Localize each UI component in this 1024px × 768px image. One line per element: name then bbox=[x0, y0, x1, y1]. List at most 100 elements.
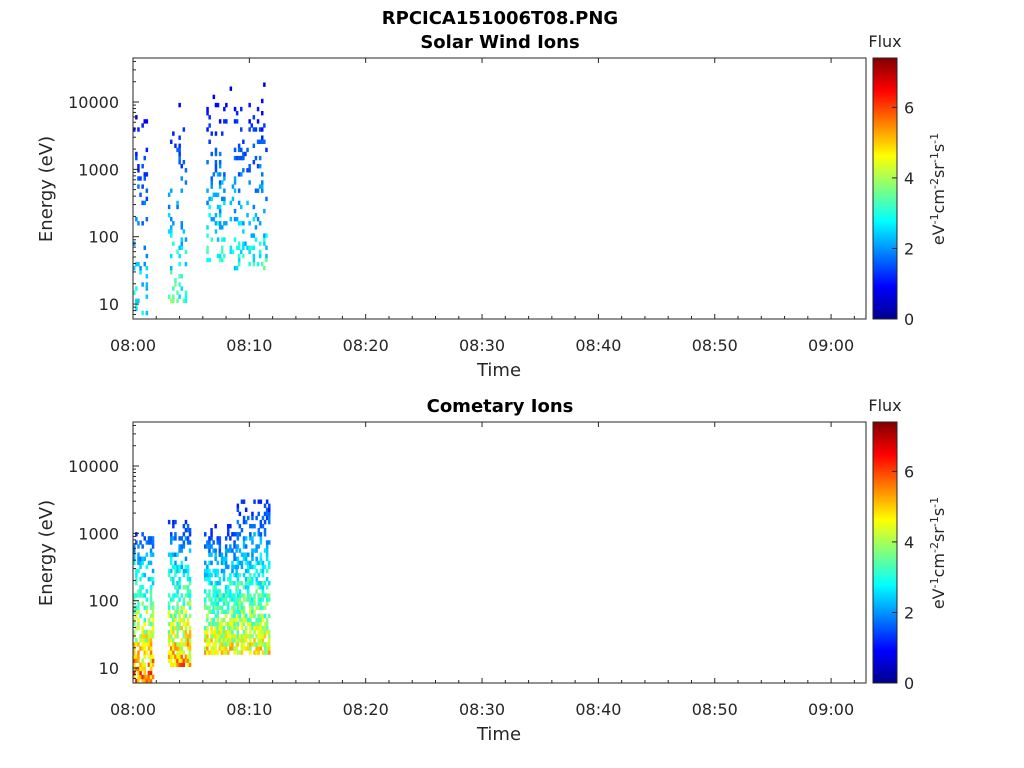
spectrogram-cell bbox=[137, 642, 140, 647]
spectrogram-cell bbox=[240, 605, 244, 610]
spectrogram-cell bbox=[237, 147, 241, 153]
spectrogram-cell bbox=[216, 102, 220, 108]
spectrogram-cell bbox=[254, 155, 258, 161]
colorbar-gradient bbox=[872, 421, 898, 684]
spectrogram-cell bbox=[210, 609, 213, 614]
spectrogram-cell bbox=[221, 237, 224, 242]
spectrogram-cell bbox=[167, 519, 171, 525]
spectrogram-cell bbox=[147, 646, 151, 651]
spectrogram-cell bbox=[147, 670, 151, 676]
spectrogram-cell bbox=[250, 233, 253, 238]
spectrogram-cell bbox=[216, 192, 220, 197]
spectrogram-cell bbox=[137, 184, 140, 189]
spectrogram-cell bbox=[263, 208, 266, 214]
spectrogram-cell bbox=[233, 532, 236, 537]
spectrogram-cell bbox=[221, 225, 224, 230]
spectrogram-cell bbox=[141, 544, 144, 549]
spectrogram-cell bbox=[220, 552, 224, 557]
spectrogram-cell bbox=[240, 528, 244, 533]
spectrogram-cell bbox=[147, 540, 151, 545]
spectrogram-cell bbox=[261, 127, 264, 132]
spectrogram-cell bbox=[236, 605, 240, 610]
spectrogram-cell bbox=[268, 581, 271, 586]
spectrogram-cell bbox=[151, 662, 155, 667]
spectrogram-cell bbox=[184, 519, 188, 525]
spectrogram-cell bbox=[220, 638, 224, 643]
spectrogram-cell bbox=[167, 630, 171, 635]
spectrogram-cell bbox=[176, 658, 179, 663]
spectrogram-cell bbox=[141, 184, 144, 189]
spectrogram-cell bbox=[238, 548, 242, 553]
spectrogram-cell bbox=[212, 630, 215, 635]
spectrogram-cell bbox=[172, 298, 175, 303]
spectrogram-cell bbox=[249, 597, 252, 602]
spectrogram-cell bbox=[137, 568, 140, 574]
spectrogram-cell bbox=[229, 217, 233, 222]
spectrogram-cell bbox=[222, 601, 226, 606]
spectrogram-cell bbox=[176, 630, 179, 635]
spectrogram-cell bbox=[216, 621, 219, 627]
spectrogram-cell bbox=[208, 572, 211, 578]
spectrogram-cell bbox=[233, 613, 236, 619]
spectrogram-cell bbox=[259, 499, 263, 504]
spectrogram-cell bbox=[210, 536, 213, 541]
spectrogram-cell bbox=[186, 585, 190, 590]
spectrogram-cell bbox=[208, 560, 211, 566]
spectrogram-cell bbox=[139, 666, 142, 672]
spectrogram-cell bbox=[141, 634, 144, 639]
spectrogram-cell bbox=[143, 617, 146, 623]
spectrogram-cell bbox=[218, 589, 222, 594]
spectrogram-cell bbox=[149, 642, 153, 647]
spectrogram-cell bbox=[242, 245, 245, 250]
spectrogram-cell bbox=[227, 524, 230, 529]
x-tick-label: 08:30 bbox=[459, 336, 505, 355]
spectrogram-cell bbox=[139, 662, 142, 667]
spectrogram-cell bbox=[261, 589, 265, 594]
spectrogram-cell bbox=[174, 552, 177, 557]
plot-frame bbox=[132, 57, 867, 320]
spectrogram-cell bbox=[216, 172, 220, 177]
spectrogram-cell bbox=[178, 621, 181, 627]
spectrogram-cell bbox=[220, 617, 224, 623]
spectrogram-cell bbox=[261, 180, 264, 185]
spectrogram-cell bbox=[249, 646, 252, 651]
spectrogram-cell bbox=[180, 176, 183, 181]
spectrogram-cell bbox=[216, 638, 219, 643]
spectrogram-cell bbox=[237, 257, 241, 263]
spectrogram-cell bbox=[247, 642, 250, 647]
spectrogram-cell bbox=[143, 200, 146, 206]
spectrogram-cell bbox=[167, 593, 171, 598]
spectrogram-cell bbox=[147, 621, 151, 627]
spectrogram-cell bbox=[240, 155, 243, 161]
spectrogram-cell bbox=[206, 544, 209, 549]
spectrogram-cell bbox=[174, 617, 177, 623]
spectrogram-cell bbox=[167, 601, 171, 606]
spectrogram-cell bbox=[133, 662, 136, 667]
spectrogram-cell bbox=[188, 540, 192, 545]
spectrogram-cell bbox=[235, 245, 239, 250]
spectrogram-cell bbox=[212, 585, 215, 590]
spectrogram-cell bbox=[244, 617, 248, 623]
spectrogram-cells bbox=[133, 82, 268, 316]
spectrogram-cell bbox=[244, 634, 248, 639]
spectrogram-cell bbox=[149, 674, 153, 680]
spectrogram-cell bbox=[227, 585, 230, 590]
spectrogram-cell bbox=[252, 233, 256, 238]
spectrogram-cell bbox=[231, 642, 234, 647]
spectrogram-cell bbox=[229, 536, 232, 541]
spectrogram-cell bbox=[238, 634, 242, 639]
spectrogram-cell bbox=[208, 257, 211, 263]
spectrogram-cell bbox=[188, 577, 192, 582]
spectrogram-cell bbox=[180, 225, 183, 230]
spectrogram-cell bbox=[256, 119, 260, 124]
spectrogram-cell bbox=[149, 560, 153, 566]
spectrogram-cell bbox=[237, 245, 241, 250]
spectrogram-cell bbox=[259, 593, 263, 598]
spectrogram-cell bbox=[265, 540, 269, 545]
spectrogram-cell bbox=[242, 597, 246, 602]
spectrogram-cell bbox=[236, 564, 240, 570]
spectrogram-cell bbox=[170, 613, 173, 619]
figure-suptitle: RPCICA151006T08.PNG bbox=[382, 8, 618, 29]
spectrogram-cell bbox=[182, 160, 186, 165]
spectrogram-cell bbox=[174, 536, 177, 541]
